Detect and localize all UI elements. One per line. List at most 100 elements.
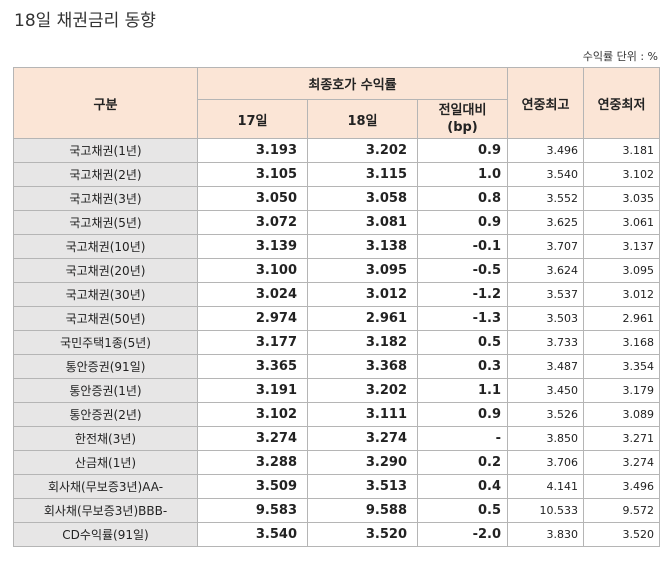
cell-year-high: 4.141 (507, 474, 584, 499)
cell-day18: 9.588 (307, 498, 418, 523)
table-row: 국고채권(10년) 3.139 3.138 -0.1 3.707 3.137 (13, 234, 660, 259)
cell-year-low: 3.181 (583, 138, 660, 163)
cell-year-low: 3.095 (583, 258, 660, 283)
cell-year-high: 3.503 (507, 306, 584, 331)
header-change: 전일대비 (bp) (417, 99, 508, 139)
row-label: 통안증권(91일) (13, 354, 198, 379)
cell-year-low: 3.179 (583, 378, 660, 403)
cell-year-high: 3.707 (507, 234, 584, 259)
cell-day17: 3.274 (197, 426, 308, 451)
table-row: 통안증권(1년) 3.191 3.202 1.1 3.450 3.179 (13, 378, 660, 403)
cell-day18: 3.182 (307, 330, 418, 355)
cell-change: -2.0 (417, 522, 508, 547)
cell-change: 0.9 (417, 210, 508, 235)
cell-day17: 3.102 (197, 402, 308, 427)
row-label: 통안증권(1년) (13, 378, 198, 403)
cell-day18: 3.012 (307, 282, 418, 307)
row-label: 국고채권(3년) (13, 186, 198, 211)
unit-label: 수익률 단위 : % (582, 50, 658, 63)
cell-year-low: 9.572 (583, 498, 660, 523)
cell-year-low: 3.012 (583, 282, 660, 307)
cell-day17: 3.365 (197, 354, 308, 379)
cell-year-high: 3.450 (507, 378, 584, 403)
cell-year-low: 3.168 (583, 330, 660, 355)
cell-change: -1.2 (417, 282, 508, 307)
cell-year-high: 3.706 (507, 450, 584, 475)
row-label: 통안증권(2년) (13, 402, 198, 427)
table-row: 국고채권(50년) 2.974 2.961 -1.3 3.503 2.961 (13, 306, 660, 331)
cell-change: 0.3 (417, 354, 508, 379)
cell-year-low: 3.102 (583, 162, 660, 187)
row-label: 한전채(3년) (13, 426, 198, 451)
cell-day18: 3.081 (307, 210, 418, 235)
table-row: 국고채권(5년) 3.072 3.081 0.9 3.625 3.061 (13, 210, 660, 235)
cell-day18: 3.095 (307, 258, 418, 283)
table-row: CD수익률(91일) 3.540 3.520 -2.0 3.830 3.520 (13, 522, 660, 547)
cell-year-low: 3.035 (583, 186, 660, 211)
cell-year-low: 2.961 (583, 306, 660, 331)
cell-day18: 3.202 (307, 138, 418, 163)
cell-year-high: 3.625 (507, 210, 584, 235)
row-label: 국고채권(1년) (13, 138, 198, 163)
cell-day17: 3.191 (197, 378, 308, 403)
header-final-yield: 최종호가 수익률 (197, 67, 508, 100)
table-body: 국고채권(1년) 3.193 3.202 0.9 3.496 3.181 국고채권(2년) 3… (13, 138, 660, 547)
row-label: 회사채(무보증3년)AA- (13, 474, 198, 499)
table-row: 국고채권(20년) 3.100 3.095 -0.5 3.624 3.095 (13, 258, 660, 283)
cell-day17: 3.193 (197, 138, 308, 163)
cell-day18: 3.368 (307, 354, 418, 379)
row-label: 국고채권(10년) (13, 234, 198, 259)
table-row: 회사채(무보증3년)BBB- 9.583 9.588 0.5 10.533 9.572 (13, 498, 660, 523)
cell-change: -1.3 (417, 306, 508, 331)
cell-day18: 2.961 (307, 306, 418, 331)
header-day18: 18일 (307, 99, 418, 139)
cell-year-high: 3.850 (507, 426, 584, 451)
cell-day17: 3.288 (197, 450, 308, 475)
cell-year-high: 3.624 (507, 258, 584, 283)
cell-year-high: 3.540 (507, 162, 584, 187)
cell-day17: 3.177 (197, 330, 308, 355)
table-row: 한전채(3년) 3.274 3.274-3.850 3.271 (13, 426, 660, 451)
table-row: 국민주택1종(5년) 3.177 3.182 0.5 3.733 3.168 (13, 330, 660, 355)
row-label: 회사채(무보증3년)BBB- (13, 498, 198, 523)
cell-day18: 3.111 (307, 402, 418, 427)
cell-year-high: 3.496 (507, 138, 584, 163)
cell-year-high: 3.526 (507, 402, 584, 427)
cell-day18: 3.202 (307, 378, 418, 403)
table-row: 통안증권(91일) 3.365 3.368 0.3 3.487 3.354 (13, 354, 660, 379)
cell-day18: 3.058 (307, 186, 418, 211)
cell-change: 0.2 (417, 450, 508, 475)
cell-change: 1.1 (417, 378, 508, 403)
table-row: 통안증권(2년) 3.102 3.111 0.9 3.526 3.089 (13, 402, 660, 427)
row-label: 국고채권(20년) (13, 258, 198, 283)
cell-change: - (417, 426, 508, 451)
header-year-high: 연중최고 (507, 67, 584, 139)
cell-day18: 3.138 (307, 234, 418, 259)
row-label: 국고채권(2년) (13, 162, 198, 187)
cell-day17: 2.974 (197, 306, 308, 331)
cell-change: 0.5 (417, 330, 508, 355)
cell-day18: 3.513 (307, 474, 418, 499)
table-row: 국고채권(1년) 3.193 3.202 0.9 3.496 3.181 (13, 138, 660, 163)
cell-day18: 3.290 (307, 450, 418, 475)
cell-year-low: 3.137 (583, 234, 660, 259)
cell-day17: 3.509 (197, 474, 308, 499)
cell-day18: 3.520 (307, 522, 418, 547)
cell-change: 0.4 (417, 474, 508, 499)
cell-change: 1.0 (417, 162, 508, 187)
cell-year-low: 3.089 (583, 402, 660, 427)
cell-change: 0.8 (417, 186, 508, 211)
row-label: 국민주택1종(5년) (13, 330, 198, 355)
cell-year-high: 3.552 (507, 186, 584, 211)
page-title: 18일 채권금리 동향 (14, 11, 156, 31)
cell-year-low: 3.520 (583, 522, 660, 547)
cell-year-high: 3.537 (507, 282, 584, 307)
bond-rates-table: 구분 최종호가 수익률 연중최고 연중최저 17일 18일 전일대비 (bp) … (13, 67, 660, 547)
cell-day17: 9.583 (197, 498, 308, 523)
cell-year-low: 3.271 (583, 426, 660, 451)
cell-change: -0.5 (417, 258, 508, 283)
cell-day17: 3.024 (197, 282, 308, 307)
cell-day17: 3.100 (197, 258, 308, 283)
cell-day17: 3.139 (197, 234, 308, 259)
cell-change: 0.5 (417, 498, 508, 523)
